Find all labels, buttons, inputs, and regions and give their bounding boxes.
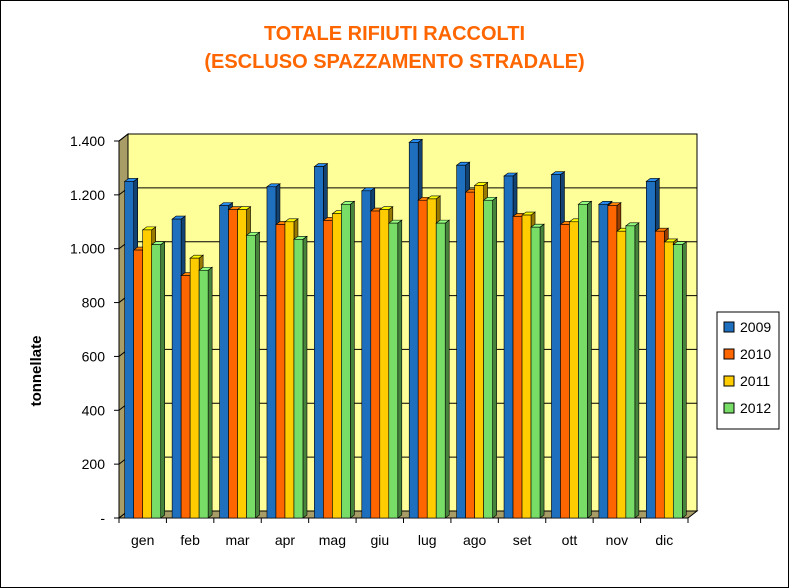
bar-2010-feb: [180, 275, 191, 519]
y-tick-label: 800: [82, 295, 106, 311]
x-tick-label: ott: [562, 532, 578, 548]
x-tick-label: mar: [225, 532, 249, 548]
bar-2010-gen: [133, 249, 144, 519]
bar-2012-nov: [625, 225, 636, 519]
bar-2012-ott: [578, 203, 588, 519]
x-tick-label: feb: [180, 532, 200, 548]
bar-2010-dic: [654, 230, 665, 519]
bar-2012-dic: [672, 244, 683, 519]
bar-2009-apr: [266, 186, 277, 519]
bar-2009-feb: [171, 218, 182, 519]
bar-2009-lug: [408, 142, 419, 519]
gridline-side: [118, 133, 129, 142]
chart-title: TOTALE RIFIUTI RACCOLTI: [263, 23, 526, 45]
bar-2011-ott: [569, 221, 579, 519]
bar-2012-giu: [388, 222, 399, 519]
bar-2010-nov: [607, 205, 618, 519]
bar-2010-mar: [228, 209, 238, 519]
x-tick-label: dic: [655, 532, 673, 548]
legend-label: 2010: [740, 346, 771, 362]
x-tick-label: ago: [463, 532, 487, 548]
y-tick-label: 1.400: [70, 133, 105, 149]
bar-2009-ott: [551, 174, 561, 519]
bar-2010-mag: [323, 220, 333, 519]
bar-2011-mag: [332, 213, 342, 519]
bar-2012-feb: [198, 269, 209, 519]
bar-2010-ott: [560, 224, 570, 519]
bar-2012-apr: [293, 238, 304, 519]
bar-side: [160, 241, 166, 519]
bar-side: [444, 219, 450, 519]
bar-2011-mar: [237, 209, 247, 519]
bar-2012-lug: [435, 222, 446, 519]
bar-2009-ago: [456, 164, 466, 519]
bar-2011-apr: [284, 221, 295, 519]
x-tick-label: gen: [131, 532, 154, 548]
x-tick-label: nov: [606, 532, 629, 548]
bar-2012-mag: [341, 203, 351, 519]
bar-2009-nov: [598, 203, 609, 519]
y-axis-label: tonnellate: [28, 336, 45, 407]
legend-label: 2012: [740, 400, 771, 416]
legend-label: 2009: [740, 319, 771, 335]
bar-side: [350, 200, 355, 519]
bar-2010-set: [512, 216, 523, 519]
bar-2010-lug: [417, 199, 428, 519]
bar-side: [255, 231, 260, 519]
bar-2011-feb: [189, 257, 200, 519]
bar-side: [587, 200, 592, 519]
x-tick-label: lug: [418, 532, 437, 548]
bar-2012-set: [530, 226, 541, 519]
y-tick-label: 1.000: [70, 241, 105, 257]
bar-side: [397, 219, 403, 519]
bar-side: [634, 222, 640, 519]
bar-2011-nov: [616, 230, 627, 519]
bar-2009-mar: [219, 205, 229, 519]
x-tick-label: set: [513, 532, 532, 548]
bar-2009-gen: [124, 181, 135, 519]
legend-swatch: [723, 402, 735, 414]
y-tick-label: 400: [82, 402, 106, 418]
x-tick-label: giu: [370, 532, 389, 548]
bar-side: [681, 241, 687, 519]
bar-2011-lug: [426, 198, 437, 519]
bar-2011-ago: [474, 185, 484, 519]
bar-side: [207, 266, 213, 519]
bar-side: [539, 223, 545, 519]
bar-2011-dic: [663, 241, 674, 519]
bar-2009-set: [503, 175, 514, 519]
y-tick-label: 1.200: [70, 187, 105, 203]
bar-side: [492, 196, 497, 519]
bar-side: [302, 235, 308, 519]
bar-2010-giu: [370, 210, 381, 519]
bar-2009-mag: [314, 166, 324, 519]
legend-label: 2011: [740, 373, 770, 389]
y-tick-label: 600: [82, 348, 106, 364]
y-tick-label: 200: [82, 456, 106, 472]
bar-2010-apr: [275, 224, 286, 519]
bar-2012-mar: [246, 234, 256, 519]
legend-swatch: [723, 348, 735, 360]
y-tick-label: -: [100, 510, 105, 526]
bar-2009-giu: [361, 190, 372, 519]
bar-2012-ago: [483, 199, 493, 519]
legend-swatch: [723, 321, 735, 333]
bar-2011-gen: [142, 229, 153, 519]
x-tick-label: mag: [319, 532, 346, 548]
chart-subtitle: (ESCLUSO SPAZZAMENTO STRADALE): [204, 51, 585, 73]
bar-2009-dic: [645, 181, 656, 519]
bar-2010-ago: [465, 191, 475, 519]
bar-2011-set: [521, 214, 532, 519]
bar-2012-gen: [151, 244, 162, 519]
bar-2011-giu: [379, 209, 390, 519]
legend-swatch: [723, 375, 735, 387]
x-tick-label: apr: [275, 532, 296, 548]
